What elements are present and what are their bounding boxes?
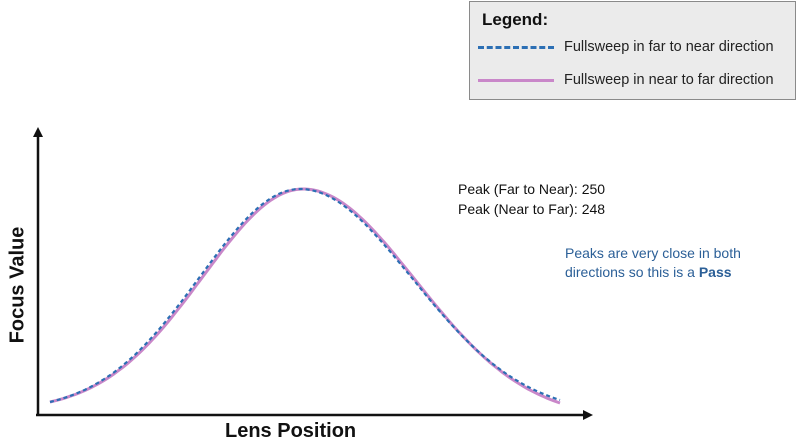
pass-note: Peaks are very close in both directions … bbox=[565, 244, 795, 282]
legend-swatch-dashed bbox=[478, 45, 554, 49]
legend-label: Fullsweep in near to far direction bbox=[564, 72, 774, 88]
series-near-to-far-line bbox=[49, 187, 561, 405]
series-far-to-near-line bbox=[49, 187, 561, 404]
pass-result: Pass bbox=[698, 264, 732, 280]
legend-item-near-to-far: Fullsweep in near to far direction bbox=[478, 70, 774, 90]
pass-note-text: Peaks are very close in both directions … bbox=[565, 245, 741, 280]
peak-far-to-near-label: Peak (Far to Near): 250 bbox=[458, 181, 606, 197]
y-axis-title: Focus Value bbox=[6, 226, 29, 344]
legend-item-far-to-near: Fullsweep in far to near direction bbox=[478, 37, 774, 57]
legend-swatch-solid bbox=[478, 78, 554, 82]
legend-label: Fullsweep in far to near direction bbox=[564, 39, 774, 55]
legend: Legend: Fullsweep in far to near directi… bbox=[469, 1, 796, 100]
x-axis-title: Lens Position bbox=[225, 420, 357, 442]
legend-title: Legend: bbox=[482, 10, 549, 29]
peak-near-to-far-label: Peak (Near to Far): 248 bbox=[458, 201, 606, 217]
